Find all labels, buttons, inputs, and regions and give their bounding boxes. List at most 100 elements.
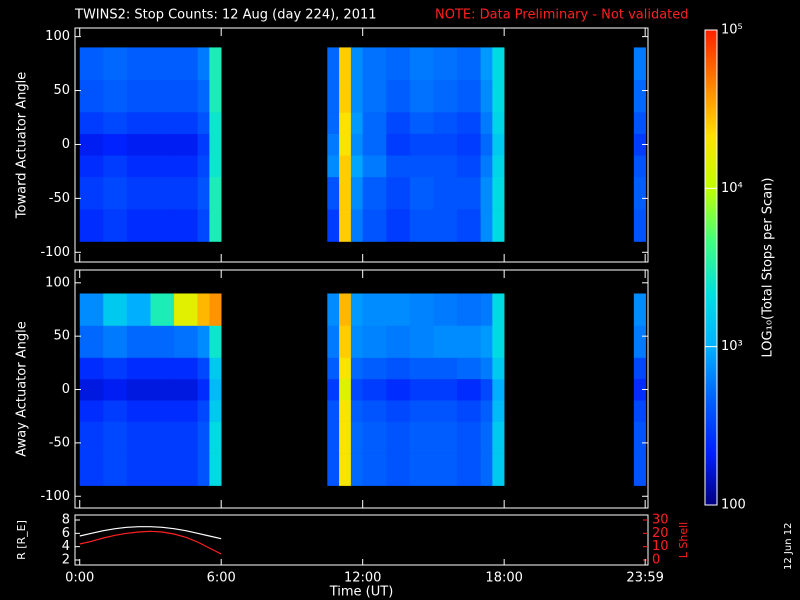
x-tick-label: 23:59 [626,571,663,586]
heatmap-cell [126,133,151,156]
heatmap-cell [126,421,151,454]
heatmap-cell [339,378,352,401]
heatmap-cell [362,357,387,380]
heatmap-cell [339,209,352,242]
heatmap-cell [327,325,340,358]
heatmap-cell [362,421,387,454]
heatmap-cell [386,176,411,210]
heatmap-cell [103,421,128,454]
heatmap-cell [103,453,128,486]
heatmap-cell [480,400,493,422]
heatmap-cell [126,293,151,326]
heatmap-cell [409,325,434,358]
heatmap-cell [209,209,222,242]
heatmap-cell [457,47,481,81]
y-tick-label: 8 [62,513,70,528]
heatmap-cell [386,421,411,454]
heatmap-cell [197,453,210,486]
heatmap-cell [79,155,104,178]
heatmap-cell [362,209,387,242]
heatmap-cell [197,421,210,454]
plot-frame [74,27,649,263]
heatmap-cell [362,453,387,486]
heatmap-cell [409,155,434,178]
heatmap-cell [339,293,352,326]
heatmap-cell [433,293,458,326]
heatmap-cell [197,378,210,401]
heatmap-cell [386,453,411,486]
heatmap-cell [480,133,493,156]
heatmap-cell [327,293,340,326]
heatmap-cell [327,400,340,422]
heatmap-cell [409,293,434,326]
heatmap-cell [327,209,340,242]
heatmap-cell [633,176,646,210]
y-tick-label: 50 [53,329,70,344]
heatmap-cell [350,79,363,113]
heatmap-cell [480,357,493,380]
heatmap-cell [409,453,434,486]
heatmap-cell [339,176,352,210]
heatmap-cell [457,112,481,134]
heatmap-cell [126,176,151,210]
heatmap-cell [386,400,411,422]
heatmap-cell [126,47,151,81]
heatmap-cell [209,378,222,401]
heatmap-cell [103,400,128,422]
heatmap-cell [103,155,128,178]
heatmap-cell [339,400,352,422]
heatmap-cell [197,133,210,156]
heatmap-cell [457,378,481,401]
y-tick-label: -50 [49,435,70,450]
heatmap-cell [197,79,210,113]
heatmap-cell [126,400,151,422]
heatmap-cell [79,357,104,380]
heatmap-cell [150,209,175,242]
heatmap-cell [150,378,175,401]
heatmap-cell [433,421,458,454]
heatmap-cell [350,357,363,380]
heatmap-cell [386,47,411,81]
x-tick-label: 0:00 [65,571,94,586]
heatmap-cell [209,47,222,81]
heatmap-cell [350,421,363,454]
heatmap-cell [327,357,340,380]
heatmap-cell [79,133,104,156]
heatmap-cell [480,421,493,454]
heatmap-cell [362,293,387,326]
heatmap-cell [350,176,363,210]
chart-title: TWINS2: Stop Counts: 12 Aug (day 224), 2… [74,8,377,23]
heatmap-cell [197,112,210,134]
heatmap-cell [150,357,175,380]
heatmap-cell [327,421,340,454]
heatmap-cell [386,378,411,401]
heatmap-cell [209,325,222,358]
heatmap-cell [492,378,505,401]
heatmap-cell [174,378,198,401]
heatmap-cell [409,421,434,454]
heatmap-cell [433,325,458,358]
heatmap-cell [492,47,505,81]
heatmap-cell [103,47,128,81]
heatmap-cell [79,209,104,242]
y-tick-label: -100 [40,245,70,260]
heatmap-cell [492,112,505,134]
heatmap-cell [197,209,210,242]
heatmap-cell [492,176,505,210]
heatmap-cell [103,112,128,134]
heatmap-cell [350,133,363,156]
heatmap-cell [174,325,198,358]
heatmap-cell [433,357,458,380]
heatmap-cell [633,155,646,178]
heatmap-cell [633,453,646,486]
y2-tick-label: 20 [652,526,669,541]
heatmap-cell [126,325,151,358]
heatmap-cell [362,325,387,358]
heatmap-cell [327,133,340,156]
heatmap-cell [350,112,363,134]
heatmap-cell [480,209,493,242]
heatmap-cell [480,47,493,81]
heatmap-cell [480,155,493,178]
heatmap-cell [209,155,222,178]
heatmap-cell [209,133,222,156]
